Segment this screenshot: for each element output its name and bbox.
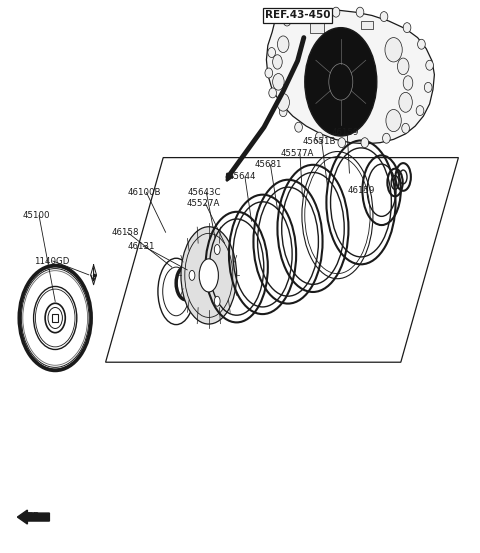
Ellipse shape [315,132,323,142]
Bar [52,314,59,322]
Ellipse shape [332,7,340,17]
Ellipse shape [418,39,425,49]
Text: 45681: 45681 [254,160,282,169]
Ellipse shape [426,60,433,70]
Text: 46131: 46131 [127,242,155,251]
Text: 45100: 45100 [23,211,50,220]
Ellipse shape [403,76,413,90]
Bar [310,22,324,33]
Ellipse shape [181,227,237,324]
Ellipse shape [265,68,273,78]
Ellipse shape [305,28,377,136]
Text: 45527A: 45527A [186,199,220,208]
Text: 45644: 45644 [229,173,256,181]
Ellipse shape [295,122,302,132]
Ellipse shape [416,106,424,116]
Ellipse shape [215,296,220,306]
Text: 1140GD: 1140GD [34,257,69,265]
Ellipse shape [397,58,409,75]
Bar [361,21,373,29]
Text: 46159: 46159 [348,186,375,195]
Ellipse shape [277,93,289,111]
Ellipse shape [383,133,390,143]
Ellipse shape [361,138,369,148]
Ellipse shape [268,48,276,58]
Ellipse shape [277,36,289,53]
Ellipse shape [424,82,432,92]
Ellipse shape [402,123,409,133]
Text: 46159: 46159 [331,128,359,137]
Ellipse shape [273,74,284,90]
Text: REF.43-450: REF.43-450 [265,11,330,20]
Text: 45651B: 45651B [302,137,336,145]
Text: 45643C: 45643C [187,188,221,197]
Ellipse shape [215,244,220,254]
Ellipse shape [279,107,287,117]
Ellipse shape [403,23,411,33]
Ellipse shape [269,88,276,98]
Ellipse shape [338,138,346,148]
Ellipse shape [45,303,65,333]
Ellipse shape [189,270,195,280]
Ellipse shape [273,55,282,69]
Text: 46100B: 46100B [127,188,161,197]
Polygon shape [266,10,434,144]
Ellipse shape [385,38,402,62]
FancyArrow shape [17,510,49,524]
Text: 45577A: 45577A [281,149,314,158]
Text: 46158: 46158 [111,228,139,237]
Text: FR.: FR. [26,512,44,522]
Ellipse shape [308,9,316,19]
Ellipse shape [356,7,364,17]
Ellipse shape [380,12,388,22]
Ellipse shape [283,16,291,26]
Ellipse shape [199,259,218,292]
Ellipse shape [399,92,412,112]
Ellipse shape [386,109,401,132]
